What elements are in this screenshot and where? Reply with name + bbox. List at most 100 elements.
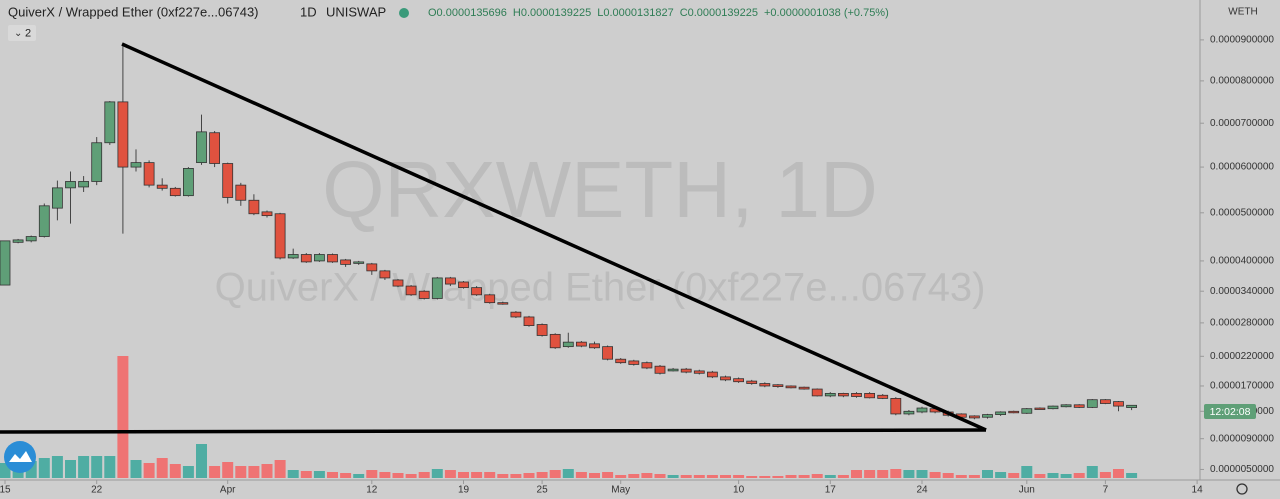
volume-bar — [733, 475, 745, 478]
y-tick-label: 0.0000400000 — [1210, 256, 1274, 267]
candle-body — [65, 181, 76, 189]
price-axis: 0.0000900000 0.0000800000 0.0000700000 0.00… — [1200, 35, 1274, 475]
symbol-title[interactable]: QuiverX / Wrapped Ether (0xf227e...06743… — [8, 4, 259, 19]
candle-body — [182, 168, 194, 197]
candle-body — [104, 101, 116, 144]
candle-body — [628, 360, 640, 365]
candle-body — [300, 254, 312, 263]
volume-bar — [78, 456, 90, 478]
volume-bar — [982, 470, 993, 478]
countdown: 12:02:08 — [1210, 406, 1251, 418]
volume-bar — [287, 470, 299, 478]
candle-body — [864, 392, 875, 399]
candle-body — [667, 368, 679, 372]
volume-bar — [313, 471, 325, 478]
interval[interactable]: 1D — [300, 4, 317, 19]
candle-body — [340, 259, 352, 265]
candle-body — [1008, 410, 1020, 414]
candle-body — [222, 163, 234, 198]
y-tick-label: 0.0000050000 — [1210, 464, 1274, 475]
x-tick-label: 10 — [733, 485, 745, 496]
watermark-name: QuiverX / Wrapped Ether (0xf227e...06743… — [215, 266, 986, 310]
candle-body — [209, 132, 221, 164]
volume-bar — [864, 470, 876, 478]
volume-bar — [405, 474, 417, 478]
candle-body — [274, 213, 286, 259]
candle-body — [1073, 404, 1085, 408]
y-tick-label: 0.0000280000 — [1210, 318, 1274, 329]
volume-bar — [680, 475, 692, 478]
volume-bar — [759, 476, 771, 478]
volume-bar — [182, 466, 194, 478]
volume-bar — [1021, 466, 1033, 478]
settings-icon[interactable] — [1236, 483, 1248, 495]
volume-bar — [811, 474, 823, 478]
candle-body — [995, 411, 1006, 415]
volume-bar — [824, 475, 836, 478]
volume-pane — [0, 356, 1138, 478]
volume-bar — [785, 475, 797, 478]
candle-body — [0, 240, 11, 286]
volume-bar — [615, 475, 627, 478]
candle-body — [969, 415, 980, 419]
candle-body — [392, 279, 404, 287]
ohlc-value: C0.0000139225 — [680, 7, 758, 19]
volume-bar — [1047, 473, 1059, 478]
toggle-arrow: ⌄ — [14, 28, 22, 39]
candle-body — [143, 162, 155, 186]
indicator-toggle[interactable] — [8, 25, 36, 41]
candle-body — [549, 333, 561, 349]
candle-body — [589, 343, 600, 349]
volume-bar — [471, 472, 483, 478]
volume-bar — [641, 473, 653, 478]
candle-body — [851, 392, 862, 397]
volume-bar — [222, 462, 234, 478]
candle-body — [235, 184, 247, 201]
candle-body — [536, 324, 548, 336]
volume-bar — [235, 466, 247, 478]
volume-bar — [1060, 474, 1072, 478]
volume-bar — [340, 473, 352, 478]
candle-body — [196, 131, 207, 164]
candle-body — [1060, 404, 1072, 408]
candle-body — [1100, 399, 1111, 404]
volume-bar — [851, 470, 862, 478]
candle-body — [1021, 408, 1033, 414]
candle-body — [576, 341, 587, 347]
volume-bar — [65, 460, 76, 478]
candle-body — [746, 380, 758, 384]
volume-bar — [392, 473, 404, 478]
volume-bar — [1008, 473, 1020, 478]
volume-bar — [549, 470, 561, 478]
volume-bar — [51, 456, 63, 478]
candle-body — [471, 287, 483, 296]
ohlc-value: O0.0000135696 — [428, 7, 507, 19]
volume-bar — [1073, 473, 1085, 478]
volume-bar — [929, 472, 941, 478]
volume-bar — [536, 472, 548, 478]
y-tick-label: 0.0000700000 — [1210, 118, 1274, 129]
volume-bar — [117, 356, 129, 478]
volume-bar — [327, 472, 338, 478]
candle-body — [1034, 407, 1046, 410]
volume-bar — [667, 475, 679, 478]
candle-body — [1113, 401, 1124, 407]
volume-bar — [0, 463, 11, 478]
status-dot[interactable] — [399, 8, 409, 18]
x-tick-label: Apr — [220, 485, 236, 496]
volume-bar — [916, 470, 928, 478]
volume-bar — [955, 475, 967, 478]
volume-bar — [209, 466, 221, 478]
candle-body — [38, 205, 50, 237]
x-tick-label: 15 — [0, 485, 11, 496]
logo[interactable] — [4, 441, 36, 473]
volume-bar — [497, 474, 509, 478]
volume-bar — [523, 473, 535, 478]
volume-bar — [837, 475, 849, 478]
x-tick-label: 7 — [1103, 485, 1109, 496]
volume-bar — [484, 472, 496, 478]
candles — [0, 45, 1137, 420]
volume-bar — [706, 475, 718, 478]
ohlc-legend: O0.0000135696 H0.0000139225 L0.0000131827 C… — [428, 7, 889, 19]
